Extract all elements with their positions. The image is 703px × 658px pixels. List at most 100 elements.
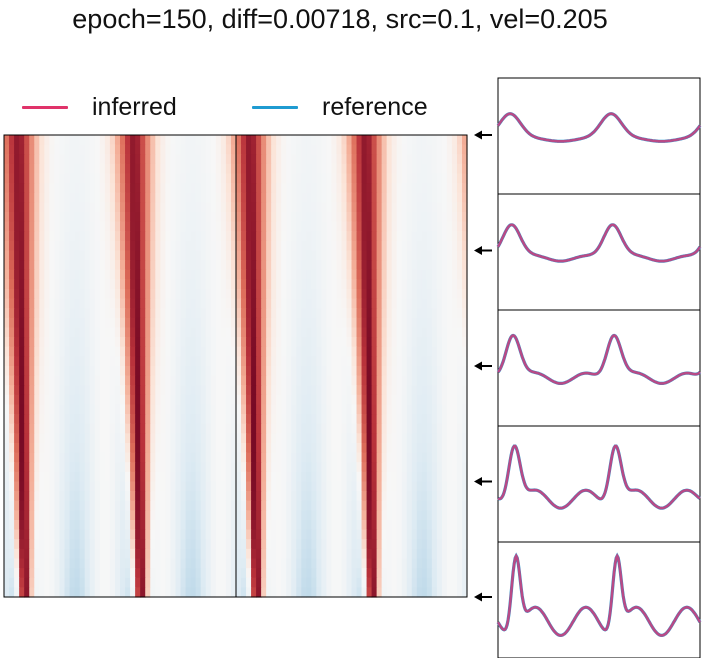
heatmap-cell bbox=[195, 462, 202, 473]
heatmap-cell bbox=[69, 443, 76, 454]
heatmap-cell bbox=[271, 587, 277, 598]
heatmap-cell bbox=[24, 173, 30, 184]
heatmap-cell bbox=[411, 289, 418, 300]
heatmap-cell bbox=[190, 443, 197, 454]
heatmap-cell bbox=[29, 308, 35, 319]
heatmap-cell bbox=[366, 500, 373, 511]
heatmap-cell bbox=[225, 491, 232, 502]
heatmap-cell bbox=[461, 135, 468, 146]
heatmap-cell bbox=[406, 433, 413, 444]
heatmap-cell bbox=[341, 144, 348, 155]
heatmap-cell bbox=[145, 520, 151, 531]
heatmap-cell bbox=[34, 269, 40, 280]
heatmap-cell bbox=[59, 317, 66, 329]
heatmap-cell bbox=[286, 317, 292, 329]
heatmap-cell bbox=[411, 346, 418, 357]
heatmap-cell bbox=[436, 423, 443, 434]
heatmap-cell bbox=[99, 202, 106, 213]
heatmap-cell bbox=[281, 221, 287, 232]
heatmap-cell bbox=[341, 308, 348, 319]
heatmap-cell bbox=[331, 529, 338, 540]
heatmap-cell bbox=[451, 298, 458, 309]
heatmap-cell bbox=[411, 327, 418, 338]
heatmap-cell bbox=[446, 548, 453, 560]
heatmap-cell bbox=[421, 221, 428, 232]
heatmap-cell bbox=[406, 192, 413, 203]
heatmap-cell bbox=[411, 529, 418, 540]
heatmap-cell bbox=[416, 520, 423, 531]
heatmap-cell bbox=[256, 385, 262, 396]
heatmap-cell bbox=[411, 433, 418, 444]
heatmap-cell bbox=[296, 289, 302, 300]
heatmap-cell bbox=[366, 317, 373, 329]
heatmap-cell bbox=[281, 510, 287, 521]
heatmap-cell bbox=[371, 385, 378, 396]
heatmap-cell bbox=[311, 346, 317, 357]
heatmap-cell bbox=[69, 183, 76, 194]
heatmap-cell bbox=[381, 240, 388, 252]
heatmap-cell bbox=[331, 337, 338, 348]
heatmap-cell bbox=[69, 212, 76, 223]
heatmap-cell bbox=[336, 221, 343, 232]
heatmap-cell bbox=[436, 491, 443, 502]
heatmap-cell bbox=[361, 250, 368, 261]
heatmap-cell bbox=[44, 231, 50, 242]
heatmap-cell bbox=[170, 183, 177, 194]
heatmap-cell bbox=[416, 279, 423, 290]
heatmap-cell bbox=[351, 240, 358, 252]
heatmap-cell bbox=[306, 289, 312, 300]
heatmap-cell bbox=[89, 183, 96, 194]
heatmap-cell bbox=[135, 471, 141, 483]
heatmap-cell bbox=[160, 433, 166, 444]
heatmap-cell bbox=[311, 269, 317, 280]
heatmap-cell bbox=[306, 587, 312, 598]
heatmap-cell bbox=[44, 433, 50, 444]
heatmap-cell bbox=[155, 337, 161, 348]
heatmap-cell bbox=[114, 144, 121, 155]
heatmap-cell bbox=[94, 385, 101, 396]
heatmap-cell bbox=[246, 520, 252, 531]
heatmap-cell bbox=[64, 385, 71, 396]
heatmap-cell bbox=[241, 558, 247, 569]
heatmap-cell bbox=[251, 462, 257, 473]
heatmap-cell bbox=[14, 212, 20, 223]
heatmap-cell bbox=[74, 587, 81, 598]
heatmap-cell bbox=[346, 491, 353, 502]
heatmap-cell bbox=[69, 452, 76, 463]
heatmap-cell bbox=[130, 173, 136, 184]
heatmap-cell bbox=[351, 443, 358, 454]
heatmap-cell bbox=[411, 308, 418, 319]
heatmap-cell bbox=[306, 183, 312, 194]
heatmap-cell bbox=[446, 500, 453, 511]
heatmap-cell bbox=[175, 327, 182, 338]
heatmap-cell bbox=[130, 481, 136, 492]
heatmap-cell bbox=[54, 308, 61, 319]
heatmap-cell bbox=[230, 385, 237, 396]
heatmap-cell bbox=[291, 520, 297, 531]
heatmap-cell bbox=[230, 337, 237, 348]
heatmap-cell bbox=[276, 221, 282, 232]
heatmap-cell bbox=[416, 404, 423, 415]
heatmap-cell bbox=[456, 356, 463, 367]
heatmap-cell bbox=[396, 173, 403, 184]
heatmap-cell bbox=[311, 231, 317, 242]
heatmap-cell bbox=[236, 269, 242, 280]
heatmap-cell bbox=[79, 279, 86, 290]
heatmap-cell bbox=[160, 568, 166, 579]
heatmap-cell bbox=[29, 250, 35, 261]
heatmap-cell bbox=[346, 240, 353, 252]
heatmap-cell bbox=[24, 192, 30, 203]
heatmap-cell bbox=[155, 471, 161, 483]
heatmap-cell bbox=[94, 375, 101, 386]
heatmap-cell bbox=[266, 414, 272, 425]
heatmap-cell bbox=[356, 337, 363, 348]
heatmap-cell bbox=[416, 144, 423, 155]
heatmap-cell bbox=[225, 577, 232, 588]
heatmap-cell bbox=[276, 481, 282, 492]
heatmap-cell bbox=[406, 221, 413, 232]
heatmap-cell bbox=[69, 279, 76, 290]
heatmap-cell bbox=[351, 433, 358, 444]
heatmap-cell bbox=[426, 269, 433, 280]
heatmap-cell bbox=[286, 221, 292, 232]
heatmap-cell bbox=[291, 452, 297, 463]
